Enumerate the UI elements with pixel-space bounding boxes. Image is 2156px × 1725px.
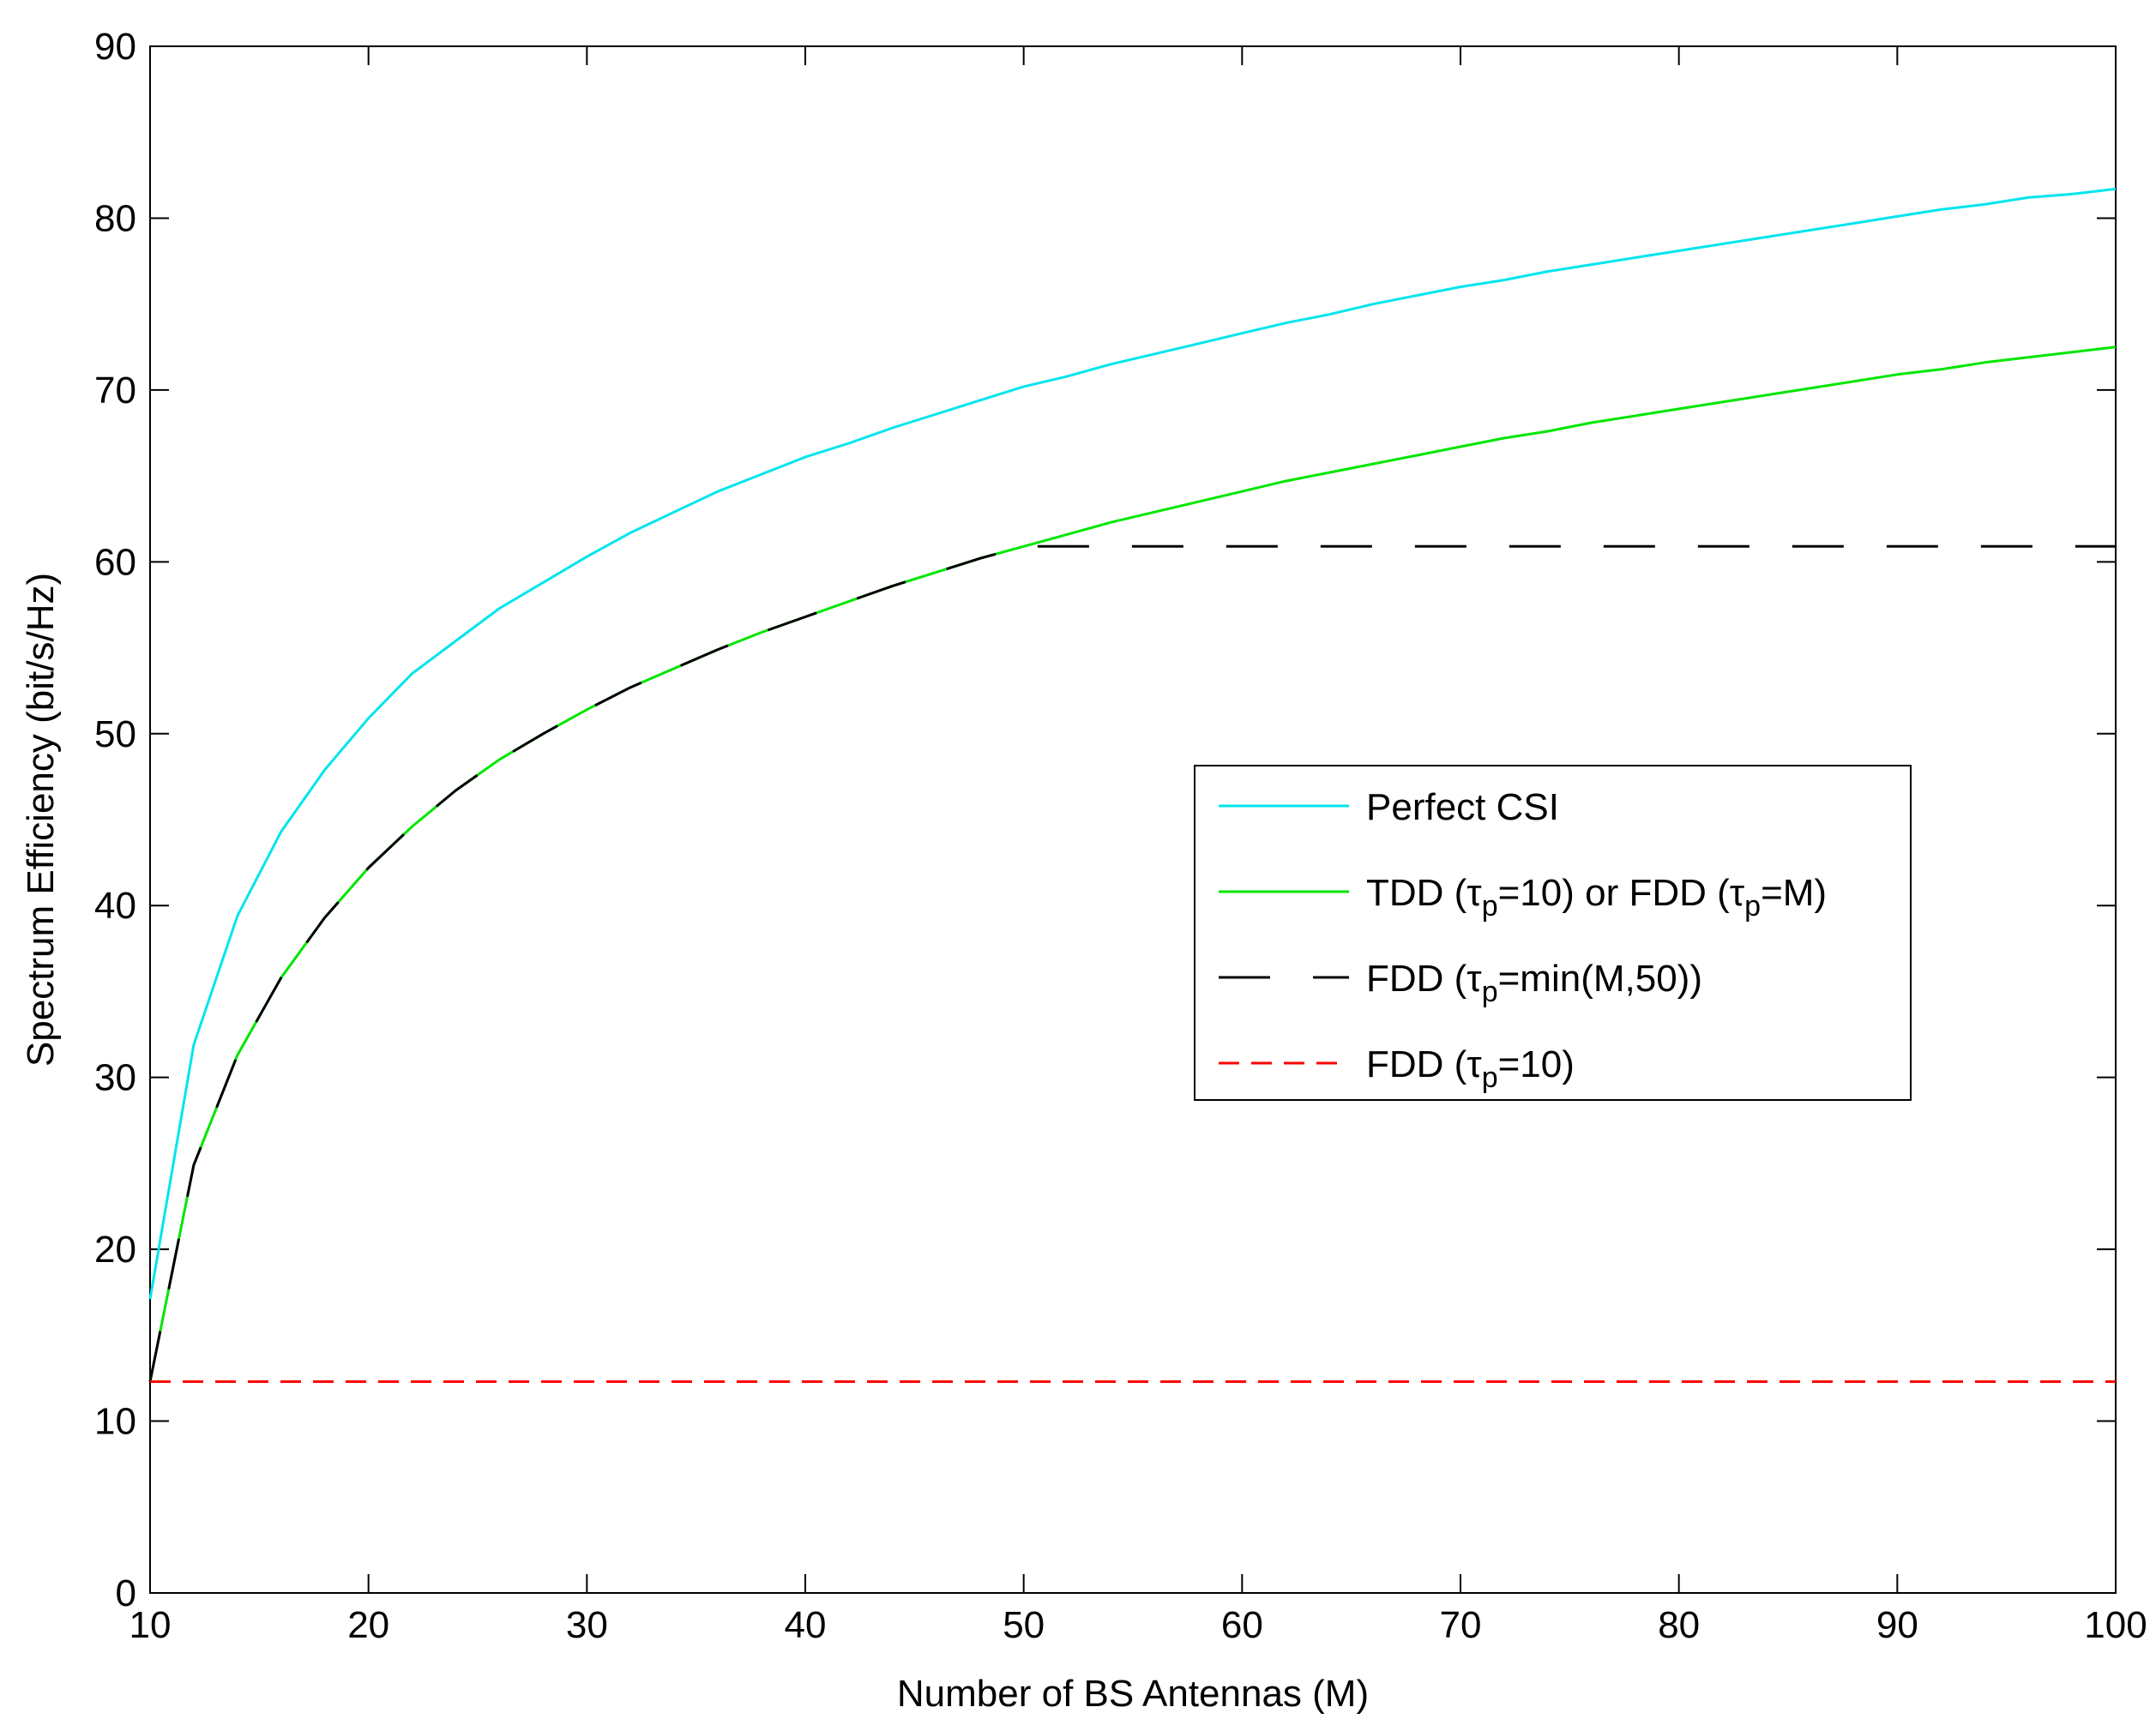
y-tick-label: 60 — [94, 541, 136, 583]
x-tick-label: 10 — [129, 1604, 172, 1646]
legend-label-part: FDD (τ — [1366, 1043, 1482, 1085]
y-tick-label: 30 — [94, 1057, 136, 1099]
legend-label-part: Perfect CSI — [1366, 786, 1559, 828]
series-line-1 — [148, 346, 2117, 1382]
x-axis-label: Number of BS Antennas (M) — [897, 1673, 1369, 1715]
x-tick-label: 100 — [2084, 1604, 2147, 1646]
y-tick-label: 70 — [94, 370, 136, 412]
legend-label-part: TDD (τ — [1366, 872, 1482, 914]
x-tick-label: 30 — [566, 1604, 608, 1646]
legend-box — [1194, 765, 1912, 1101]
x-tick-label: 40 — [785, 1604, 827, 1646]
x-tick-label: 70 — [1440, 1604, 1482, 1646]
x-tick-label: 80 — [1658, 1604, 1700, 1646]
x-tick-label: 90 — [1876, 1604, 1918, 1646]
legend-label-1: TDD (τp=10) or FDD (τp=M) — [1366, 872, 1827, 923]
legend-label-3: FDD (τp=10) — [1366, 1043, 1575, 1094]
x-tick-label: 50 — [1003, 1604, 1045, 1646]
legend-label-part: p — [1482, 976, 1498, 1008]
y-tick-label: 10 — [94, 1401, 136, 1443]
y-tick-label: 50 — [94, 713, 136, 755]
series-layer — [148, 187, 2117, 1383]
legend-label-part: p — [1482, 890, 1498, 923]
y-tick-label: 0 — [116, 1572, 136, 1614]
y-tick-label: 40 — [94, 885, 136, 927]
legend-label-part: =M) — [1761, 872, 1827, 914]
legend-label-part: FDD (τ — [1366, 958, 1482, 1000]
y-tick-label: 20 — [94, 1229, 136, 1271]
legend-label-part: =min(M,50)) — [1498, 958, 1702, 1000]
legend-label-part: p — [1482, 1061, 1498, 1094]
x-tick-label: 20 — [347, 1604, 389, 1646]
legend-label-2: FDD (τp=min(M,50)) — [1366, 958, 1702, 1008]
y-tick-label: 90 — [94, 26, 136, 68]
y-tick-label: 80 — [94, 197, 136, 239]
series-line-2 — [148, 544, 2116, 1382]
legend-label-part: =10) or FDD (τ — [1498, 872, 1745, 914]
legend-label-0: Perfect CSI — [1366, 786, 1559, 828]
legend-label-part: p — [1744, 890, 1761, 923]
x-tick-label: 60 — [1221, 1604, 1263, 1646]
legend-label-part: =10) — [1498, 1043, 1575, 1085]
series-line-0 — [148, 187, 2117, 1300]
y-axis-label: Spectrum Efficiency (bit/s/Hz) — [20, 573, 62, 1067]
